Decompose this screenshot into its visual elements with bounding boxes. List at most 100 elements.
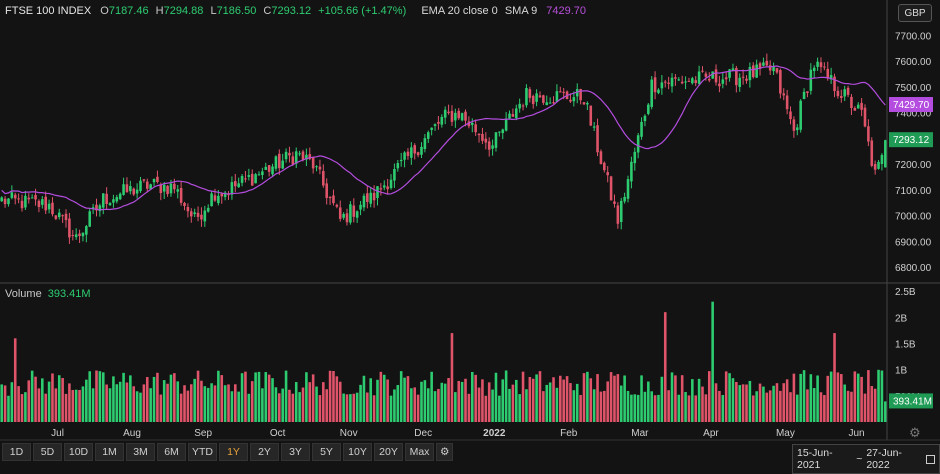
open-value: 7187.46 [108, 5, 149, 17]
candle-body [548, 102, 552, 104]
volume-bar [795, 394, 799, 422]
period-button-20y[interactable]: 20Y [374, 443, 403, 461]
candle-body [254, 174, 257, 184]
candle-body [511, 114, 515, 117]
period-button-6m[interactable]: 6M [157, 443, 186, 461]
period-button-10y[interactable]: 10Y [343, 443, 372, 461]
currency-selector[interactable]: GBP [898, 4, 932, 22]
candle-body [779, 70, 782, 94]
volume-bar [366, 392, 369, 422]
date-range[interactable]: 15-Jun-2021 ~ 27-Jun-2022 [792, 444, 940, 474]
candle-body [376, 186, 379, 199]
volume-bar [457, 380, 461, 422]
candle-body [244, 178, 247, 180]
candle-body [85, 226, 88, 235]
candle-body [545, 102, 549, 106]
volume-bar [474, 374, 477, 422]
gear-icon[interactable]: ⚙ [436, 443, 454, 461]
volume-bar [643, 391, 647, 422]
candle-body [41, 199, 44, 205]
volume-bar [481, 379, 484, 422]
volume-bar [403, 377, 406, 422]
volume-bar [884, 401, 887, 422]
candle-body [630, 161, 633, 182]
candle-body [372, 192, 376, 201]
candle-body [98, 205, 102, 212]
candle-body [423, 138, 427, 149]
period-toolbar: 1D 5D 10D 1M 3M 6M YTD 1Y 2Y 3Y 5Y 10Y 20Y Max ⚙ [0, 443, 454, 463]
candle-body [467, 121, 471, 127]
period-button-3y[interactable]: 3Y [281, 443, 310, 461]
volume-bar [680, 375, 684, 422]
volume-bar [694, 395, 698, 422]
volume-bar [579, 394, 582, 422]
candle-body [812, 67, 816, 72]
volume-bar [528, 376, 532, 422]
volume-tick-label: 2B [895, 313, 908, 324]
volume-bar [867, 370, 870, 422]
ema-indicator[interactable]: EMA 20 close 0 [421, 5, 498, 17]
x-tick-label: 2022 [483, 428, 506, 439]
calendar-icon[interactable] [925, 454, 935, 464]
volume-bar [542, 391, 545, 422]
volume-bar [81, 386, 85, 422]
volume-bar [464, 378, 467, 422]
volume-bar [572, 390, 576, 422]
volume-bar [823, 395, 826, 422]
candle-body [697, 71, 701, 84]
volume-bar [575, 383, 579, 422]
period-button-ytd[interactable]: YTD [188, 443, 217, 461]
volume-bar [785, 379, 789, 422]
candle-body [650, 79, 653, 107]
period-button-10d[interactable]: 10D [64, 443, 93, 461]
period-button-1m[interactable]: 1M [95, 443, 124, 461]
date-sep: ~ [856, 453, 863, 465]
volume-bar [315, 386, 318, 422]
settings-icon[interactable]: ⚙ [909, 425, 921, 440]
volume-bar [13, 338, 17, 422]
candle-body [738, 77, 742, 88]
price-legend: FTSE 100 INDEX O7187.46 H7294.88 L7186.5… [5, 5, 586, 17]
volume-bar [261, 388, 264, 422]
volume-bar [633, 394, 637, 422]
period-button-5y[interactable]: 5Y [312, 443, 341, 461]
period-button-3m[interactable]: 3M [126, 443, 155, 461]
period-button-5d[interactable]: 5D [33, 443, 62, 461]
volume-bar [758, 383, 762, 422]
candle-body [122, 184, 125, 195]
candle-body [599, 151, 603, 164]
period-button-max[interactable]: Max [405, 443, 434, 461]
candle-body [349, 204, 352, 223]
volume-bar [220, 375, 224, 422]
candle-body [829, 75, 833, 80]
period-button-1y[interactable]: 1Y [219, 443, 248, 461]
candle-body [535, 93, 538, 102]
sma-indicator[interactable]: SMA 9 [504, 5, 538, 17]
volume-bar [599, 391, 603, 422]
volume-bar [701, 386, 704, 422]
candle-body [592, 126, 596, 128]
volume-bar [247, 393, 251, 422]
candle-body [569, 99, 572, 102]
volume-bar [623, 375, 626, 422]
volume-bar [684, 392, 687, 422]
candle-body [332, 195, 335, 204]
volume-bar [657, 394, 660, 422]
candle-body [183, 202, 186, 207]
candle-body [521, 105, 525, 107]
volume-bar [196, 370, 200, 422]
candle-body [78, 233, 81, 237]
volume-bar [173, 373, 176, 422]
period-button-2y[interactable]: 2Y [250, 443, 279, 461]
volume-bar [735, 381, 738, 422]
volume-bar [741, 384, 745, 422]
candle-body [47, 203, 51, 210]
candle-body [362, 195, 366, 208]
volume-bar [592, 389, 596, 422]
period-button-1d[interactable]: 1D [2, 443, 31, 461]
volume-bar [189, 384, 193, 422]
volume-bar [863, 393, 867, 422]
candle-body [579, 89, 582, 101]
volume-bar [508, 388, 511, 422]
